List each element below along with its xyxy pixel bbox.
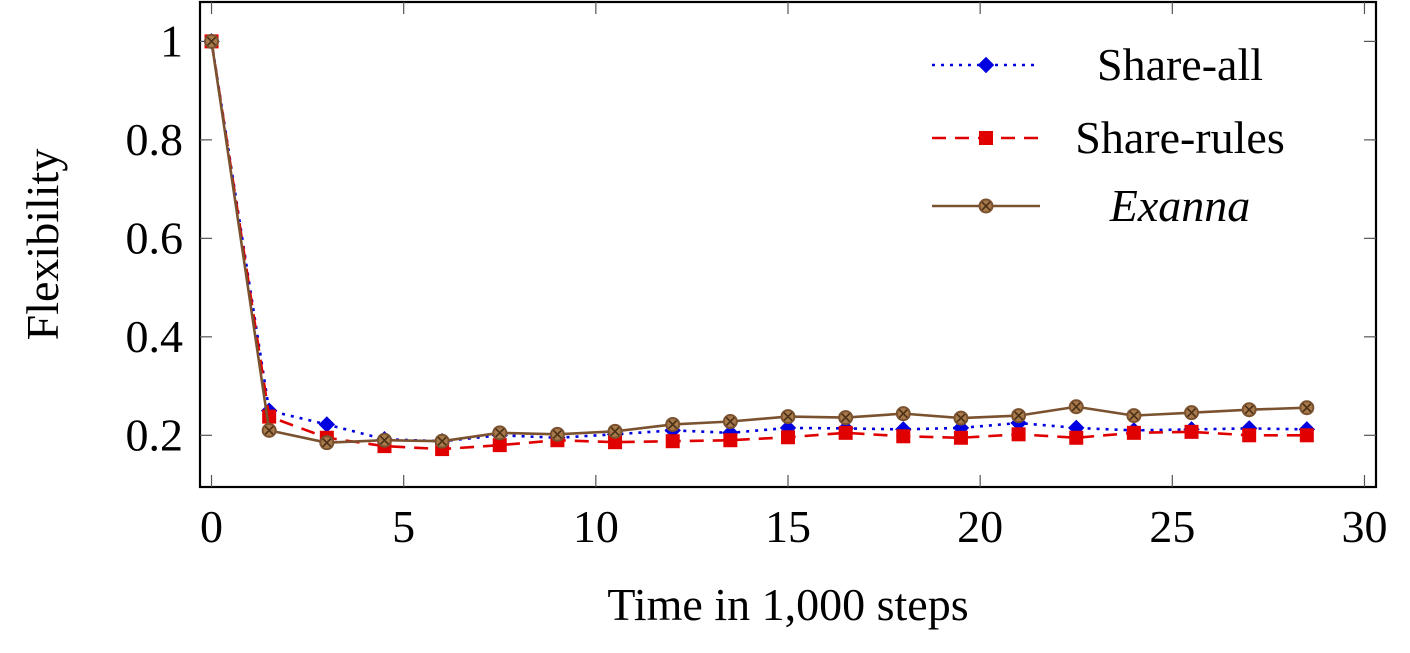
data-point-exanna	[204, 33, 220, 49]
data-point-exanna	[319, 435, 335, 451]
x-tick-label: 25	[1149, 501, 1195, 552]
series-group	[203, 33, 1316, 457]
data-point-share-rules	[781, 430, 795, 445]
legend-marker-share-all	[977, 56, 995, 74]
data-point-exanna	[492, 425, 508, 441]
x-tick-label: 5	[392, 501, 415, 552]
data-point-share-rules	[1126, 425, 1141, 440]
data-point-share-rules	[1242, 428, 1257, 443]
data-point-share-rules	[1299, 428, 1314, 443]
data-point-share-rules	[1184, 424, 1199, 439]
data-point-share-rules	[492, 438, 507, 453]
series-share-rules	[204, 34, 1314, 457]
data-point-exanna	[895, 406, 911, 422]
data-point-share-rules	[896, 429, 911, 444]
data-point-share-all	[318, 416, 336, 433]
data-point-share-rules	[953, 430, 968, 445]
y-tick-label: 0.4	[126, 311, 184, 362]
data-point-exanna	[1126, 408, 1142, 424]
legend-label-share-rules: Share-rules	[1075, 112, 1284, 163]
series-line-share-rules	[210, 41, 1307, 451]
data-point-exanna	[376, 432, 392, 448]
x-tick-label: 10	[573, 501, 619, 552]
legend-item-share-all: Share-all	[932, 39, 1263, 90]
data-point-exanna	[1241, 402, 1257, 418]
series-line-exanna	[210, 41, 1307, 444]
legend-item-exanna: Exanna	[932, 180, 1250, 231]
data-point-exanna	[1299, 400, 1315, 416]
data-point-exanna	[549, 426, 565, 442]
x-axis-title: Time in 1,000 steps	[607, 579, 968, 630]
data-point-share-rules	[1011, 427, 1026, 442]
data-point-exanna	[1011, 408, 1027, 424]
legend: Share-all Share-rules Exanna	[932, 39, 1285, 231]
data-point-exanna	[838, 410, 854, 426]
axis-ticks: 0 5 10 15 20 25 30 0.2 0.4 0.6 0.8 1	[126, 2, 1387, 552]
y-axis-title: Flexibility	[17, 149, 68, 341]
legend-label-share-all: Share-all	[1097, 39, 1263, 90]
y-tick-label: 1	[160, 15, 183, 66]
legend-label-exanna: Exanna	[1109, 180, 1251, 231]
data-point-exanna	[1184, 405, 1200, 421]
legend-marker-share-rules	[979, 131, 993, 145]
legend-marker-exanna	[978, 198, 994, 214]
legend-item-share-rules: Share-rules	[932, 112, 1285, 163]
y-tick-label: 0.8	[126, 114, 184, 165]
data-point-exanna	[434, 433, 450, 449]
data-point-share-rules	[262, 409, 277, 424]
x-tick-label: 20	[957, 501, 1003, 552]
data-point-share-rules	[723, 433, 738, 448]
data-point-exanna	[607, 423, 623, 439]
data-point-exanna	[1068, 399, 1084, 415]
data-point-share-rules	[838, 425, 853, 440]
series-line-share-all	[210, 41, 1307, 443]
y-tick-label: 0.6	[126, 212, 184, 263]
x-tick-label: 0	[200, 501, 223, 552]
data-point-exanna	[722, 414, 738, 430]
series-share-all	[203, 33, 1316, 450]
data-point-exanna	[953, 410, 969, 426]
data-point-share-rules	[665, 434, 680, 449]
series-exanna	[204, 33, 1315, 451]
data-point-exanna	[261, 422, 277, 438]
x-tick-label: 15	[765, 501, 811, 552]
data-point-share-rules	[1069, 430, 1084, 445]
data-point-exanna	[780, 409, 796, 425]
data-point-exanna	[665, 416, 681, 432]
y-tick-label: 0.2	[126, 409, 184, 460]
x-tick-label: 30	[1341, 501, 1387, 552]
